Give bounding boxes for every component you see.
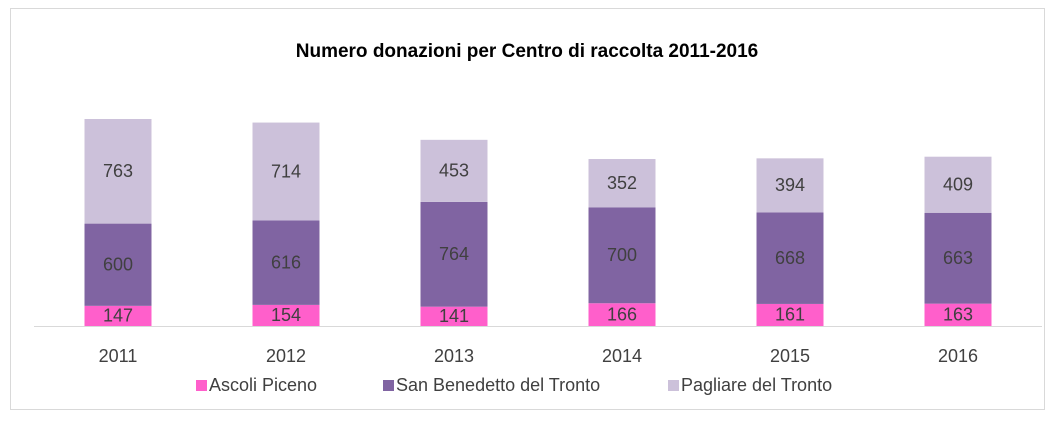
x-tick-label: 2014 [602,346,642,366]
x-tick-label: 2011 [99,346,138,366]
bar-segment [588,159,656,208]
x-tick-label: 2012 [266,346,306,366]
data-label: 763 [103,161,133,181]
data-label: 141 [439,306,469,326]
legend-label: Pagliare del Tronto [681,375,832,395]
chart-border [10,8,1045,410]
bar-segment [588,303,656,326]
data-label: 700 [607,245,637,265]
bar-segment [84,223,152,306]
legend-label: Ascoli Piceno [209,375,317,395]
data-label: 394 [775,175,805,195]
bar-segment [924,303,992,326]
x-tick-label: 2013 [434,346,474,366]
legend-swatch [383,380,394,391]
data-label: 616 [271,252,301,272]
data-label: 147 [103,306,133,326]
bar-segment [924,156,992,213]
bar-segment [84,119,152,224]
data-label: 764 [439,244,469,264]
bar-segment [924,212,992,304]
bar-segment [420,139,488,202]
bar-segment [756,303,824,326]
legend-label: San Benedetto del Tronto [396,375,600,395]
bar-segment [252,304,320,326]
data-label: 166 [607,304,637,324]
bar-segment [252,122,320,221]
chart-title: Numero donazioni per Centro di raccolta … [296,41,758,62]
bar-segment [588,207,656,304]
data-label: 714 [271,161,301,181]
bar-segment [84,305,152,326]
bar-segment [756,158,824,213]
data-label: 409 [943,174,973,194]
data-label: 154 [271,305,301,325]
data-label: 600 [103,254,133,274]
bar-segment [420,201,488,307]
legend-swatch [668,380,679,391]
x-tick-label: 2016 [938,346,978,366]
bar-segment [756,212,824,304]
data-label: 453 [439,161,469,181]
data-label: 352 [607,173,637,193]
data-label: 663 [943,248,973,268]
data-label: 161 [775,305,805,325]
legend-swatch [196,380,207,391]
data-label: 668 [775,248,805,268]
bar-segment [420,306,488,326]
bar-segment [252,220,320,305]
x-tick-label: 2015 [770,346,810,366]
data-label: 163 [943,305,973,325]
